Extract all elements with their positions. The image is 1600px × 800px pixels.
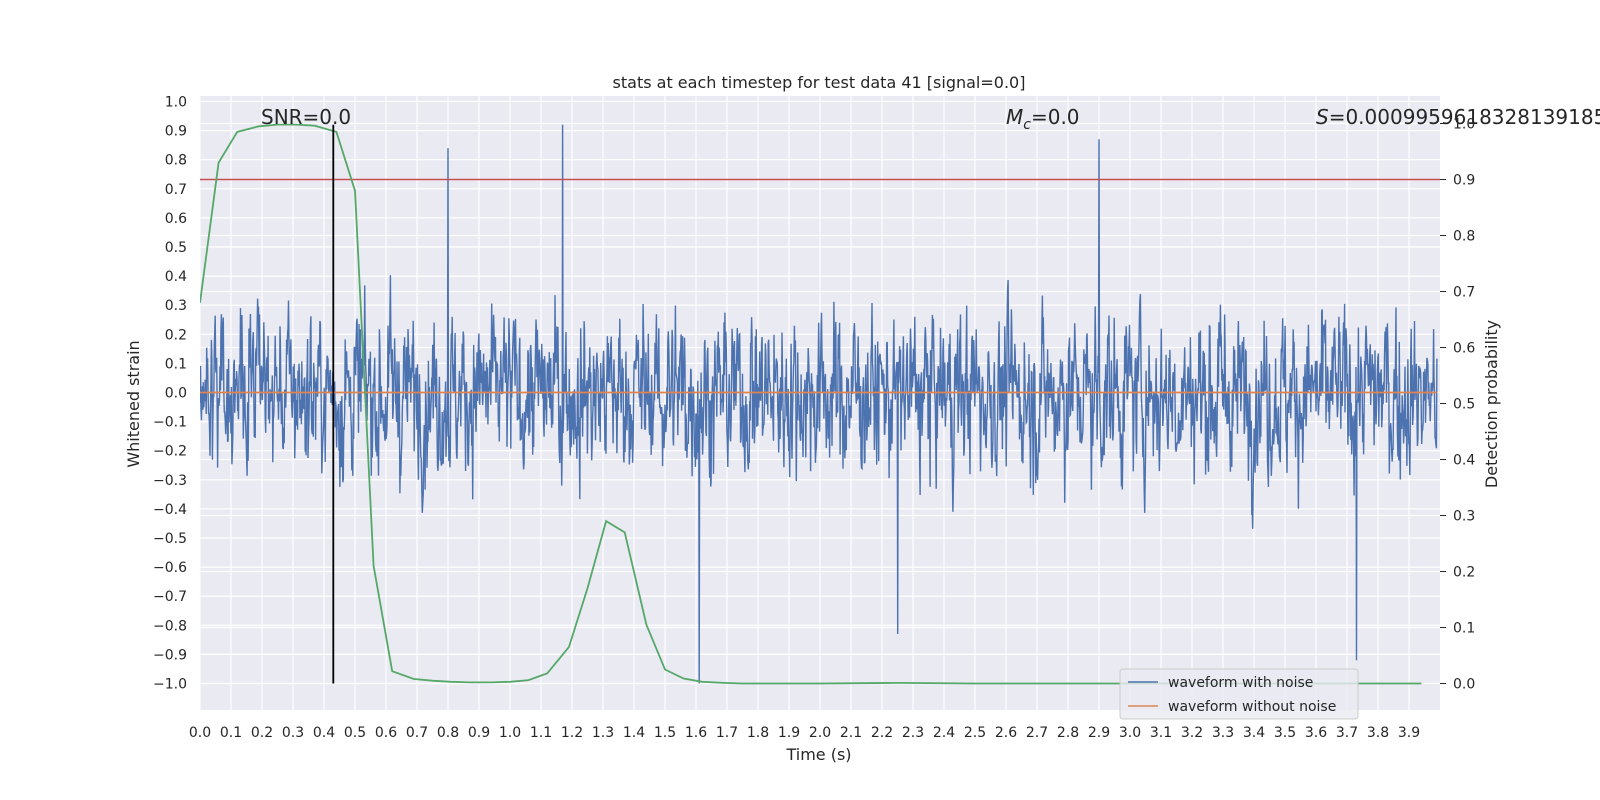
x-tick-label: 3.8 bbox=[1367, 725, 1389, 741]
y2-tick-label: 0.2 bbox=[1453, 565, 1475, 581]
x-tick-label: 1.9 bbox=[778, 725, 800, 741]
x-tick-label: 2.8 bbox=[1057, 725, 1079, 741]
y-tick-label: −0.6 bbox=[153, 560, 187, 576]
x-tick-label: 1.6 bbox=[685, 725, 707, 741]
x-tick-label: 0.4 bbox=[313, 725, 335, 741]
y-tick-label: 0.6 bbox=[165, 211, 187, 227]
mc-annotation: Mc=0.0 bbox=[1006, 105, 1080, 133]
x-tick-label: 3.3 bbox=[1212, 725, 1234, 741]
x-tick-label: 1.2 bbox=[561, 725, 583, 741]
y2-tick-label: 0.3 bbox=[1453, 509, 1475, 525]
x-tick-label: 0.0 bbox=[189, 725, 211, 741]
y-tick-label: −0.7 bbox=[153, 589, 187, 605]
y-tick-label: 0.7 bbox=[165, 182, 187, 198]
x-tick-label: 0.7 bbox=[406, 725, 428, 741]
y-tick-label: 0.8 bbox=[165, 153, 187, 169]
s-annotation: S=0.0009959618328139185 bbox=[1316, 105, 1600, 129]
y2-tick-label: 0.4 bbox=[1453, 453, 1475, 469]
y2-tick-label: 0.5 bbox=[1453, 397, 1475, 413]
y-tick-label: 1.0 bbox=[165, 95, 187, 111]
x-tick-label: 2.1 bbox=[840, 725, 862, 741]
y-axis-label: Whitened strain bbox=[124, 340, 143, 467]
y2-axis-label: Detection probability bbox=[1482, 320, 1501, 488]
x-tick-label: 0.6 bbox=[375, 725, 397, 741]
legend: waveform with noise waveform without noi… bbox=[1119, 668, 1359, 720]
y-tick-label: 0.4 bbox=[165, 269, 187, 285]
y-tick-label: 0.3 bbox=[165, 298, 187, 314]
x-tick-label: 2.0 bbox=[809, 725, 831, 741]
x-tick-label: 3.2 bbox=[1181, 725, 1203, 741]
chart-title: stats at each timestep for test data 41 … bbox=[613, 73, 1026, 92]
x-tick-label: 3.7 bbox=[1336, 725, 1358, 741]
y-tick-label: 0.5 bbox=[165, 240, 187, 256]
x-tick-label: 0.8 bbox=[437, 725, 459, 741]
x-tick-label: 0.3 bbox=[282, 725, 304, 741]
x-tick-label: 1.8 bbox=[747, 725, 769, 741]
y2-tick-label: 0.8 bbox=[1453, 229, 1475, 245]
y-tick-label: 0.9 bbox=[165, 124, 187, 140]
y-tick-label: −0.2 bbox=[153, 444, 187, 460]
x-tick-label: 1.4 bbox=[623, 725, 645, 741]
x-tick-label: 3.5 bbox=[1274, 725, 1296, 741]
y2-tick-label: 0.9 bbox=[1453, 173, 1475, 189]
y-tick-label: −1.0 bbox=[153, 677, 187, 693]
x-tick-label: 2.3 bbox=[902, 725, 924, 741]
x-tick-label: 1.0 bbox=[499, 725, 521, 741]
x-tick-label: 3.9 bbox=[1398, 725, 1420, 741]
x-tick-label: 3.6 bbox=[1305, 725, 1327, 741]
series-waveform-with-noise bbox=[200, 124, 1438, 684]
x-tick-label: 0.9 bbox=[468, 725, 490, 741]
y-tick-label: −0.4 bbox=[153, 502, 187, 518]
x-tick-label: 0.1 bbox=[220, 725, 242, 741]
x-tick-label: 0.2 bbox=[251, 725, 273, 741]
y-tick-label: −0.5 bbox=[153, 531, 187, 547]
x-tick-label: 1.3 bbox=[592, 725, 614, 741]
x-tick-label: 2.7 bbox=[1026, 725, 1048, 741]
y-tick-label: −0.8 bbox=[153, 618, 187, 634]
y2-tick-label: 0.1 bbox=[1453, 621, 1475, 637]
legend-label-noise: waveform with noise bbox=[1168, 675, 1313, 691]
legend-box bbox=[1119, 668, 1359, 720]
y-tick-label: 0.1 bbox=[165, 356, 187, 372]
x-tick-label: 2.5 bbox=[964, 725, 986, 741]
x-tick-label: 3.1 bbox=[1150, 725, 1172, 741]
y-tick-label: 0.2 bbox=[165, 327, 187, 343]
y-tick-label: 0.0 bbox=[165, 386, 187, 402]
x-axis-label: Time (s) bbox=[785, 745, 851, 764]
y-tick-label: −0.9 bbox=[153, 647, 187, 663]
x-tick-label: 0.5 bbox=[344, 725, 366, 741]
y2-tick-label: 0.0 bbox=[1453, 677, 1475, 693]
y2-tick-label: 0.7 bbox=[1453, 285, 1475, 301]
legend-label-clean: waveform without noise bbox=[1168, 699, 1336, 715]
x-tick-label: 2.4 bbox=[933, 725, 955, 741]
x-tick-label: 2.6 bbox=[995, 725, 1017, 741]
y2-tick-label: 0.6 bbox=[1453, 341, 1475, 357]
x-tick-label: 3.4 bbox=[1243, 725, 1265, 741]
x-tick-label: 2.2 bbox=[871, 725, 893, 741]
x-tick-label: 1.7 bbox=[716, 725, 738, 741]
y2-tick-label: 1.0 bbox=[1453, 117, 1475, 133]
x-tick-label: 3.0 bbox=[1119, 725, 1141, 741]
snr-annotation: SNR=0.0 bbox=[261, 105, 351, 129]
x-tick-label: 1.1 bbox=[530, 725, 552, 741]
x-tick-label: 1.5 bbox=[654, 725, 676, 741]
x-tick-label: 2.9 bbox=[1088, 725, 1110, 741]
y-tick-label: −0.1 bbox=[153, 415, 187, 431]
y-tick-label: −0.3 bbox=[153, 473, 187, 489]
